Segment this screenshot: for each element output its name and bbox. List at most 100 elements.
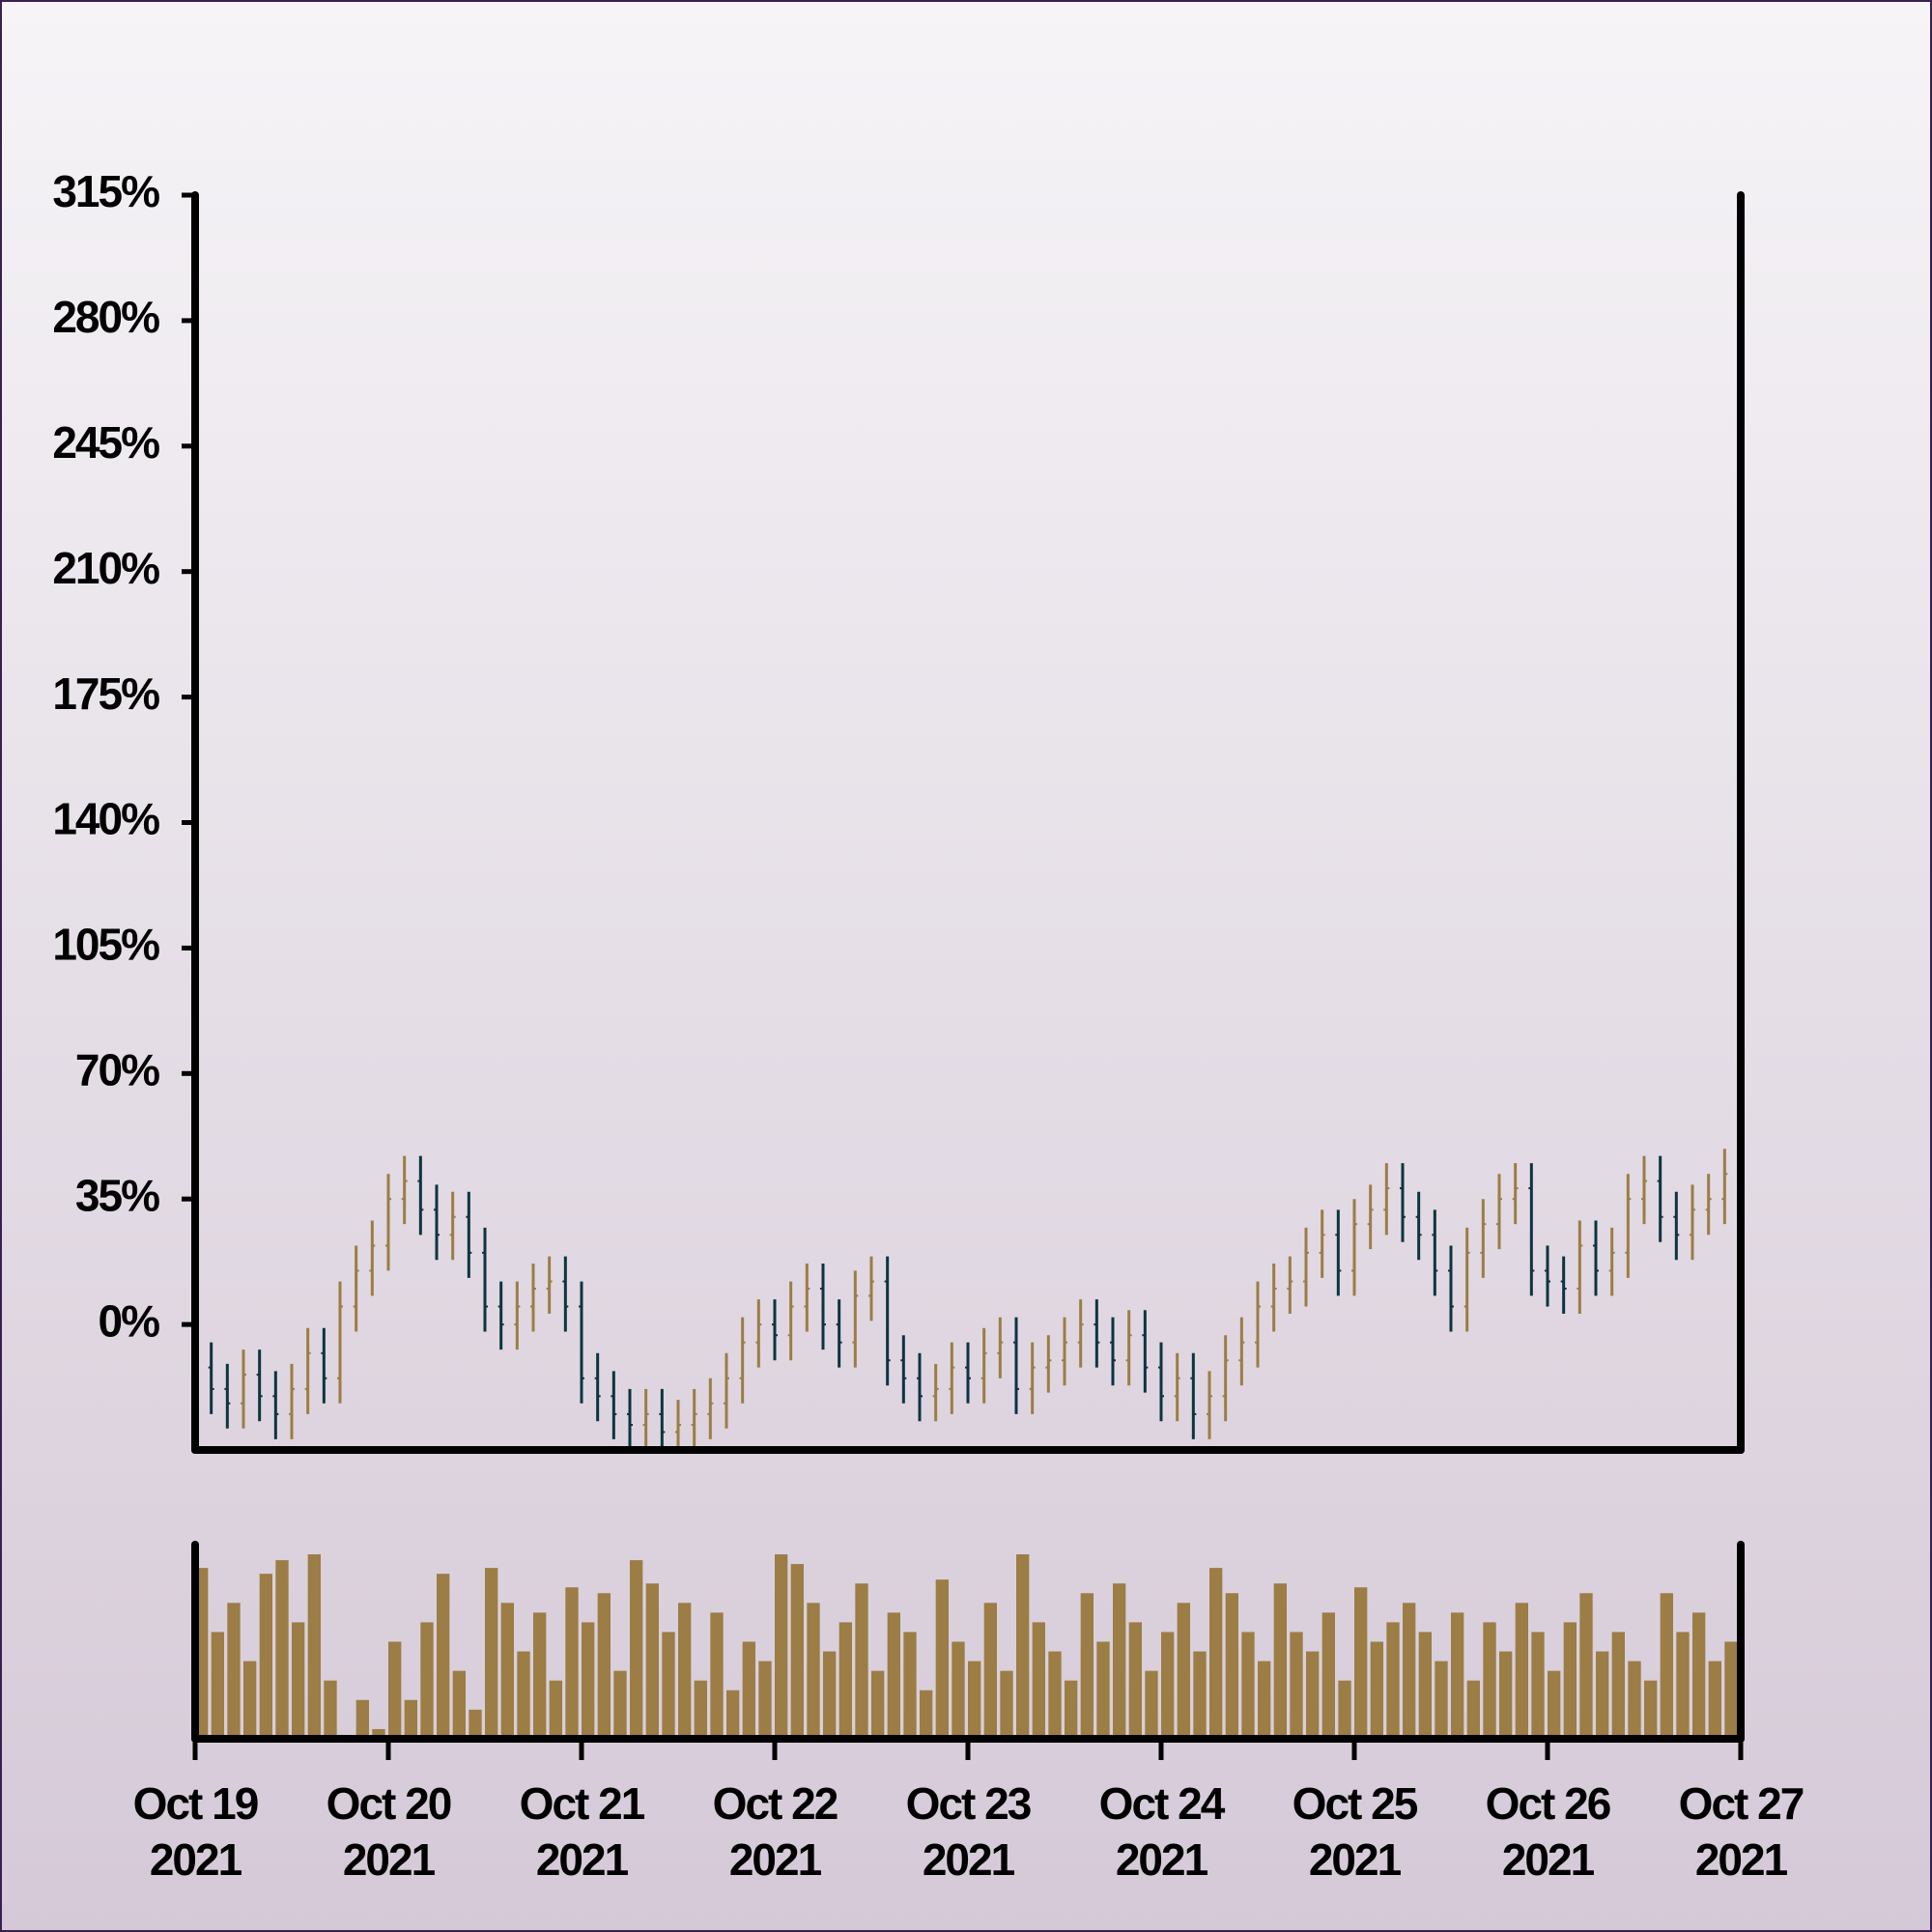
volume-bar (678, 1603, 692, 1739)
volume-bar (1241, 1632, 1255, 1739)
volume-bar (1225, 1593, 1238, 1739)
volume-bar (887, 1612, 900, 1739)
volume-bar (211, 1632, 224, 1739)
volume-bar (1080, 1593, 1094, 1739)
y-tick-label: 140% (52, 794, 159, 844)
volume-bar (452, 1670, 466, 1739)
volume-bar (565, 1587, 579, 1739)
volume-bar (1644, 1680, 1658, 1739)
x-tick-label: Oct 20 2021 (326, 1778, 453, 1885)
volume-bar (871, 1670, 885, 1739)
volume-bar (1596, 1651, 1609, 1739)
volume-bar (1128, 1622, 1142, 1739)
volume-bar (758, 1661, 772, 1739)
volume-bar (307, 1554, 321, 1739)
y-tick-label: 315% (52, 166, 159, 216)
volume-bar (420, 1622, 434, 1739)
y-tick-label: 175% (52, 668, 159, 719)
volume-bar (404, 1699, 417, 1739)
volume-bar (838, 1622, 852, 1739)
volume-bar (469, 1709, 482, 1739)
volume-bar (790, 1564, 804, 1739)
volume-bar (292, 1622, 305, 1739)
volume-bar (694, 1680, 707, 1739)
volume-bar (1628, 1661, 1641, 1739)
volume-bar (742, 1641, 755, 1739)
volume-bar (968, 1661, 981, 1739)
volume-bar (855, 1583, 868, 1739)
volume-bar (1692, 1612, 1706, 1739)
volume-bar (324, 1680, 337, 1739)
volume-bar (1258, 1661, 1271, 1739)
volume-bar (388, 1641, 402, 1739)
volume-bar (1096, 1641, 1110, 1739)
volume-bar (1321, 1612, 1335, 1739)
volume-bar (1306, 1651, 1320, 1739)
x-tick-label: Oct 22 2021 (712, 1778, 839, 1885)
volume-bar (259, 1574, 272, 1739)
volume-bar (1483, 1622, 1496, 1739)
y-tick-label: 35% (75, 1170, 159, 1220)
x-tick-label: Oct 24 2021 (1098, 1778, 1226, 1885)
volume-bar (1548, 1670, 1561, 1739)
volume-bar (1177, 1603, 1190, 1739)
volume-bar (1193, 1651, 1207, 1739)
volume-bar (582, 1622, 595, 1739)
volume-bar (1354, 1587, 1368, 1739)
volume-bar (1579, 1593, 1593, 1739)
volume-bar (807, 1603, 820, 1739)
volume-bar (533, 1612, 547, 1739)
volume-bar (1660, 1593, 1673, 1739)
volume-bar (1032, 1622, 1045, 1739)
volume-bar (1338, 1680, 1351, 1739)
volume-bar (1209, 1568, 1223, 1739)
x-tick-label: Oct 23 2021 (905, 1778, 1033, 1885)
volume-bar (355, 1699, 369, 1739)
y-tick-label: 210% (52, 543, 159, 593)
x-tick-label: Oct 21 2021 (519, 1778, 646, 1885)
volume-bar (775, 1554, 788, 1739)
volume-bar (952, 1641, 965, 1739)
x-tick-label: Oct 26 2021 (1485, 1778, 1612, 1885)
volume-bar (597, 1593, 611, 1739)
volume-bar (983, 1603, 997, 1739)
volume-bar (726, 1690, 740, 1739)
volume-bar (1000, 1670, 1013, 1739)
volume-bar (1161, 1632, 1175, 1739)
volume-bar (1145, 1670, 1158, 1739)
volume-bar (275, 1560, 289, 1739)
y-tick-label: 0% (99, 1295, 160, 1346)
volume-bar (935, 1579, 949, 1739)
volume-bar (1386, 1622, 1400, 1739)
x-tick-label: Oct 25 2021 (1292, 1778, 1419, 1885)
volume-bar (1048, 1651, 1062, 1739)
volume-bar (1499, 1651, 1513, 1739)
volume-bar (1370, 1641, 1383, 1739)
volume-bar (1611, 1632, 1625, 1739)
volume-bar (1435, 1661, 1448, 1739)
volume-bar (1418, 1632, 1432, 1739)
volume-bar (1273, 1583, 1287, 1739)
volume-bar (645, 1583, 659, 1739)
y-tick-label: 245% (52, 417, 159, 468)
volume-bar (372, 1728, 385, 1739)
volume-bar (1563, 1622, 1577, 1739)
volume-bar (500, 1603, 514, 1739)
volume-bar (823, 1651, 837, 1739)
volume-bar (920, 1690, 933, 1739)
volume-bar (613, 1670, 627, 1739)
volume-bar (437, 1574, 450, 1739)
volume-bar (485, 1568, 498, 1739)
y-tick-label: 105% (52, 920, 159, 970)
volume-bar (1016, 1554, 1030, 1739)
volume-bar (1065, 1680, 1078, 1739)
volume-bar (1451, 1612, 1464, 1739)
volume-bar (1515, 1603, 1528, 1739)
volume-bar (517, 1651, 530, 1739)
y-tick-label: 280% (52, 292, 159, 342)
volume-bar (1531, 1632, 1545, 1739)
volume-bar (227, 1603, 241, 1739)
volume-bar (1708, 1661, 1721, 1739)
